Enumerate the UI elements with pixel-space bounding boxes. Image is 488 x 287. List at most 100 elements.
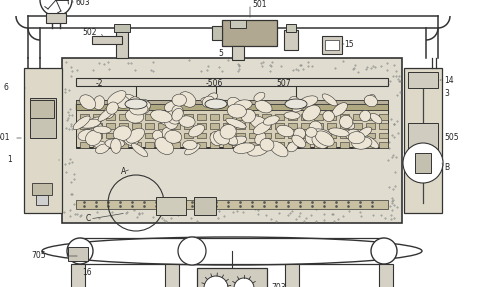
Ellipse shape — [78, 129, 94, 141]
Bar — [285, 264, 298, 287]
Ellipse shape — [209, 131, 223, 146]
Bar — [212, 26, 222, 40]
Bar — [106, 133, 115, 138]
Text: A: A — [121, 168, 126, 177]
Bar — [262, 133, 270, 138]
Ellipse shape — [188, 125, 204, 137]
Ellipse shape — [247, 145, 267, 156]
Circle shape — [234, 278, 253, 287]
Bar — [92, 36, 122, 44]
Circle shape — [40, 0, 72, 16]
Bar — [164, 264, 179, 287]
Bar — [236, 142, 244, 148]
Bar — [378, 264, 392, 287]
Ellipse shape — [313, 129, 331, 137]
Ellipse shape — [118, 94, 135, 108]
Ellipse shape — [179, 116, 195, 127]
Bar — [24, 68, 62, 213]
Bar — [194, 197, 216, 215]
Bar — [262, 123, 270, 129]
Text: 507: 507 — [275, 79, 290, 88]
Ellipse shape — [125, 109, 143, 123]
Ellipse shape — [347, 132, 364, 144]
Bar — [145, 123, 154, 129]
Bar — [352, 123, 361, 129]
Bar — [30, 100, 54, 118]
Ellipse shape — [129, 100, 150, 112]
Ellipse shape — [131, 144, 147, 157]
Bar — [229, 20, 245, 28]
Bar — [93, 114, 102, 120]
Bar — [301, 114, 309, 120]
Ellipse shape — [184, 144, 200, 155]
Bar — [171, 142, 180, 148]
Ellipse shape — [255, 100, 271, 113]
Bar — [285, 24, 295, 32]
Ellipse shape — [162, 127, 173, 139]
Bar — [183, 114, 193, 120]
Circle shape — [67, 238, 93, 264]
Ellipse shape — [269, 141, 287, 157]
Ellipse shape — [227, 97, 241, 110]
Bar — [119, 142, 128, 148]
Ellipse shape — [91, 141, 108, 148]
Ellipse shape — [155, 137, 173, 154]
Bar — [339, 123, 348, 129]
Ellipse shape — [166, 111, 180, 124]
Bar — [119, 114, 128, 120]
Bar — [71, 264, 85, 287]
Ellipse shape — [206, 93, 217, 102]
Ellipse shape — [219, 129, 237, 145]
Bar — [171, 123, 180, 129]
Ellipse shape — [220, 125, 236, 139]
Ellipse shape — [225, 118, 246, 129]
Bar — [236, 123, 244, 129]
Ellipse shape — [158, 116, 177, 127]
Text: 5: 5 — [218, 49, 223, 57]
Ellipse shape — [284, 112, 300, 119]
Text: B: B — [443, 164, 448, 172]
Ellipse shape — [276, 125, 293, 137]
Circle shape — [178, 237, 205, 265]
Bar — [313, 133, 323, 138]
Text: 703: 703 — [270, 284, 285, 287]
Bar — [209, 142, 219, 148]
Bar — [197, 114, 205, 120]
Ellipse shape — [253, 122, 271, 134]
Bar — [76, 100, 387, 104]
Ellipse shape — [128, 97, 141, 109]
Bar — [248, 114, 258, 120]
Ellipse shape — [125, 99, 147, 109]
Bar — [222, 20, 276, 46]
Bar — [313, 114, 323, 120]
Bar — [116, 30, 128, 58]
Bar — [326, 114, 335, 120]
Ellipse shape — [308, 121, 322, 134]
Bar — [339, 133, 348, 138]
Ellipse shape — [249, 116, 269, 130]
Bar — [339, 114, 348, 120]
Text: C: C — [86, 214, 91, 224]
Bar — [365, 123, 374, 129]
Bar — [158, 123, 167, 129]
Bar — [325, 40, 338, 50]
Bar — [197, 123, 205, 129]
Bar — [76, 200, 387, 209]
Bar — [313, 123, 323, 129]
Bar — [171, 133, 180, 138]
Text: -506: -506 — [205, 79, 223, 88]
Bar — [158, 142, 167, 148]
Ellipse shape — [291, 100, 305, 112]
Bar — [301, 123, 309, 129]
Bar — [414, 153, 430, 173]
Ellipse shape — [183, 140, 197, 150]
Ellipse shape — [363, 136, 378, 148]
Bar — [326, 123, 335, 129]
Bar — [76, 78, 387, 86]
Ellipse shape — [364, 94, 374, 104]
Bar — [158, 133, 167, 138]
Bar — [378, 123, 387, 129]
Bar — [132, 114, 141, 120]
Ellipse shape — [164, 130, 182, 143]
Circle shape — [203, 276, 227, 287]
